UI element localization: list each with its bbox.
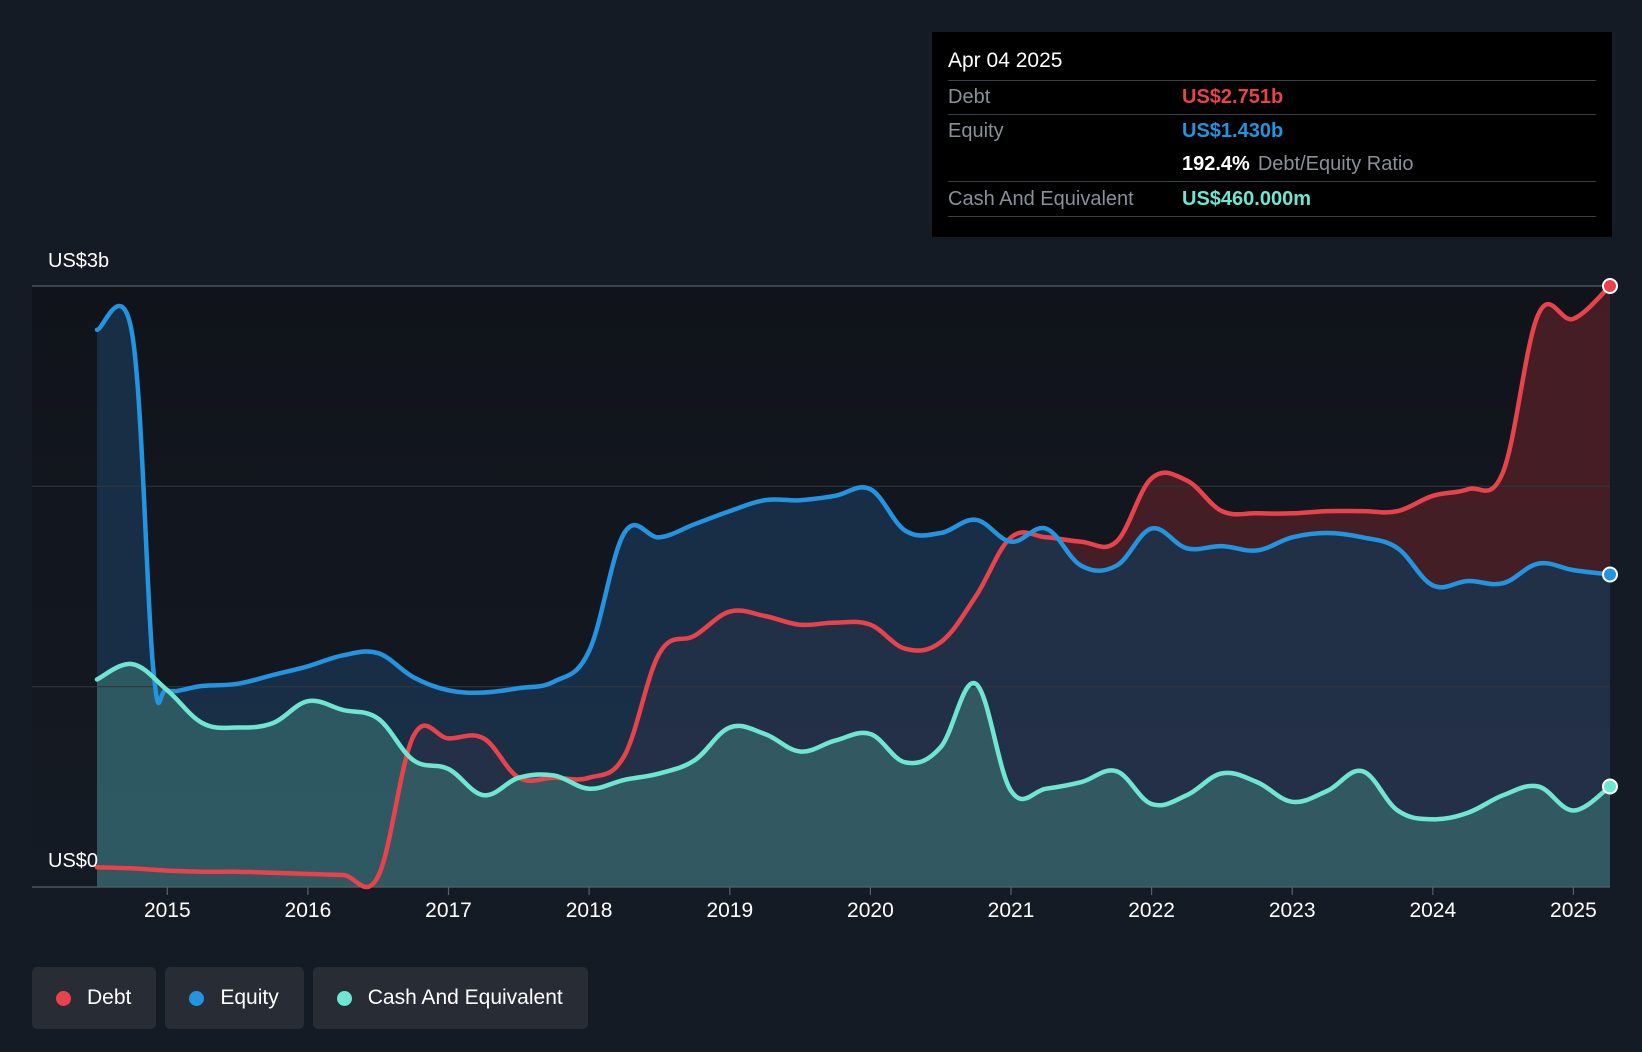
y-axis-label-top: US$3b (48, 250, 110, 272)
hover-tooltip: Apr 04 2025 Debt US$2.751b Equity US$1.4… (932, 32, 1612, 237)
legend-label-debt: Debt (87, 986, 132, 1009)
x-tick-label: 2024 (1409, 899, 1457, 922)
chart-legend: Debt Equity Cash And Equivalent (32, 967, 588, 1029)
tooltip-equity-value: US$1.430b (1182, 120, 1284, 142)
tooltip-cash-row: Cash And Equivalent US$460.000m (948, 181, 1596, 217)
tooltip-ratio-value: 192.4% (1182, 153, 1250, 175)
debt-line (94, 283, 1613, 890)
legend-item-equity[interactable]: Equity (165, 967, 304, 1029)
x-tick-label: 2019 (706, 899, 754, 922)
tooltip-equity-label: Equity (948, 120, 1004, 142)
tooltip-debt-value: US$2.751b (1182, 86, 1284, 108)
cash-and-equivalent-area (97, 663, 1610, 887)
tooltip-debt-label: Debt (948, 86, 991, 108)
tooltip-debt-row: Debt US$2.751b (948, 80, 1596, 114)
debt-end-marker (1602, 278, 1618, 294)
tooltip-ratio-row: 192.4% Debt/Equity Ratio (948, 148, 1596, 181)
legend-label-cash: Cash And Equivalent (367, 986, 563, 1009)
x-tick-label: 2017 (425, 899, 472, 922)
legend-label-equity: Equity (220, 986, 279, 1009)
legend-item-debt[interactable]: Debt (32, 967, 157, 1029)
equity-end-marker (1602, 566, 1618, 583)
x-tick-label: 2020 (847, 899, 894, 922)
x-tick-label: 2015 (143, 899, 191, 922)
x-tick-label: 2022 (1128, 899, 1175, 922)
y-axis-label-bottom: US$0 (48, 850, 99, 872)
x-tick-label: 2018 (565, 899, 613, 922)
tooltip-equity-row: Equity US$1.430b (948, 114, 1596, 148)
x-tick-label: 2023 (1268, 899, 1316, 922)
tooltip-cash-label: Cash And Equivalent (948, 187, 1134, 210)
x-tick-label: 2021 (987, 899, 1035, 922)
tooltip-ratio-label: Debt/Equity Ratio (1257, 153, 1414, 175)
tooltip-cash-value: US$460.000m (1182, 187, 1311, 210)
x-tick-label: 2016 (284, 899, 332, 922)
x-tick-label: 2025 (1550, 899, 1597, 922)
cash-and-equivalent-line (94, 661, 1613, 822)
cash-dot-icon (336, 990, 352, 1006)
equity-area (97, 305, 1610, 887)
debt-dot-icon (56, 990, 71, 1006)
equity-dot-icon (189, 990, 205, 1006)
equity-line (94, 303, 1613, 706)
tooltip-date: Apr 04 2025 (948, 49, 1063, 72)
legend-item-cash[interactable]: Cash And Equivalent (312, 967, 588, 1029)
cash-and-equivalent-end-marker (1602, 778, 1618, 795)
